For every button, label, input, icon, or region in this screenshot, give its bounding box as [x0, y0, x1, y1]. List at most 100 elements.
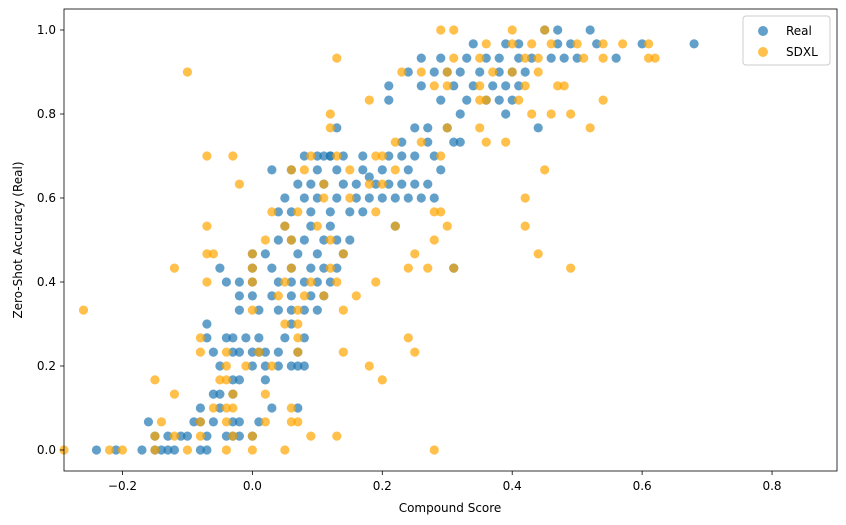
point-real-67 — [267, 291, 277, 301]
point-sdxl-114 — [325, 123, 335, 133]
point-sdxl-47 — [293, 319, 303, 329]
point-real-88 — [260, 249, 270, 259]
point-sdxl-90 — [436, 207, 446, 217]
point-sdxl-7 — [280, 445, 290, 455]
point-real-30 — [215, 389, 225, 399]
point-real-28 — [293, 403, 303, 413]
point-real-152 — [455, 137, 465, 147]
point-real-65 — [234, 291, 244, 301]
point-real-194 — [514, 39, 524, 49]
point-sdxl-20 — [286, 417, 296, 427]
point-real-55 — [280, 333, 290, 343]
point-sdxl-155 — [618, 39, 628, 49]
point-sdxl-79 — [429, 235, 439, 245]
point-sdxl-123 — [475, 95, 485, 105]
point-sdxl-94 — [234, 179, 244, 189]
x-tick-label: 0.6 — [633, 479, 652, 493]
point-sdxl-142 — [475, 53, 485, 63]
point-sdxl-135 — [416, 67, 426, 77]
point-sdxl-151 — [527, 39, 537, 49]
point-real-35 — [215, 361, 225, 371]
point-sdxl-158 — [449, 25, 459, 35]
point-sdxl-76 — [260, 235, 270, 245]
point-real-22 — [228, 417, 238, 427]
point-real-174 — [429, 67, 439, 77]
x-axis: −0.2 0.0 0.2 0.4 0.6 0.8 — [108, 471, 782, 493]
point-sdxl-83 — [390, 221, 400, 231]
point-sdxl-116 — [475, 123, 485, 133]
point-real-113 — [364, 193, 374, 203]
point-sdxl-112 — [481, 137, 491, 147]
point-real-37 — [260, 361, 270, 371]
point-real-133 — [377, 165, 387, 175]
point-real-58 — [286, 319, 296, 329]
point-sdxl-43 — [195, 333, 206, 343]
point-sdxl-36 — [364, 361, 374, 371]
point-real-185 — [494, 53, 504, 63]
point-real-97 — [345, 235, 355, 245]
point-sdxl-67 — [423, 263, 433, 273]
point-real-36 — [247, 361, 257, 371]
point-sdxl-129 — [475, 81, 485, 91]
point-sdxl-34 — [241, 361, 251, 371]
legend-label-real: Real — [786, 24, 812, 38]
point-sdxl-40 — [293, 347, 303, 357]
point-sdxl-122 — [364, 95, 374, 105]
point-real-138 — [299, 151, 309, 161]
point-real-32 — [228, 375, 238, 385]
point-sdxl-130 — [520, 81, 530, 91]
point-sdxl-139 — [533, 67, 543, 77]
point-sdxl-57 — [247, 277, 257, 287]
point-sdxl-42 — [410, 347, 420, 357]
point-real-117 — [416, 193, 426, 203]
point-real-166 — [384, 81, 394, 91]
point-real-176 — [455, 67, 465, 77]
point-sdxl-52 — [273, 291, 283, 301]
point-sdxl-30 — [215, 375, 225, 385]
point-sdxl-148 — [650, 53, 660, 63]
point-real-10 — [163, 431, 173, 441]
point-real-38 — [273, 361, 283, 371]
y-tick-label: 1.0 — [37, 23, 56, 37]
point-sdxl-128 — [442, 81, 452, 91]
point-sdxl-46 — [280, 319, 290, 329]
point-sdxl-132 — [559, 81, 569, 91]
point-real-183 — [462, 53, 472, 63]
point-sdxl-17 — [195, 417, 206, 427]
point-real-141 — [338, 151, 348, 161]
point-real-85 — [332, 263, 342, 273]
x-tick-label: 0.2 — [373, 479, 392, 493]
point-sdxl-121 — [566, 109, 576, 119]
point-sdxl-37 — [195, 347, 206, 357]
point-real-50 — [202, 333, 212, 343]
point-sdxl-41 — [338, 347, 348, 357]
point-real-160 — [384, 95, 394, 105]
point-real-135 — [436, 165, 446, 175]
point-sdxl-134 — [397, 67, 407, 77]
point-sdxl-25 — [286, 403, 296, 413]
point-real-39 — [286, 361, 296, 371]
plot-frame — [63, 8, 838, 472]
point-real-61 — [273, 305, 283, 315]
point-real-124 — [371, 179, 381, 189]
point-sdxl-100 — [345, 165, 355, 175]
point-real-159 — [501, 109, 511, 119]
point-real-134 — [403, 165, 413, 175]
point-real-100 — [325, 221, 335, 231]
point-real-199 — [689, 39, 699, 49]
point-sdxl-156 — [644, 39, 654, 49]
point-real-196 — [566, 39, 576, 49]
y-tick-label: 0.8 — [37, 107, 56, 121]
point-real-191 — [611, 53, 621, 63]
point-sdxl-88 — [371, 207, 381, 217]
point-real-59 — [234, 305, 244, 315]
point-real-56 — [299, 333, 309, 343]
legend: Real SDXL — [742, 15, 831, 66]
point-sdxl-68 — [449, 263, 459, 273]
point-sdxl-127 — [429, 81, 439, 91]
point-sdxl-27 — [228, 389, 238, 399]
point-sdxl-45 — [403, 333, 413, 343]
point-real-149 — [397, 137, 407, 147]
